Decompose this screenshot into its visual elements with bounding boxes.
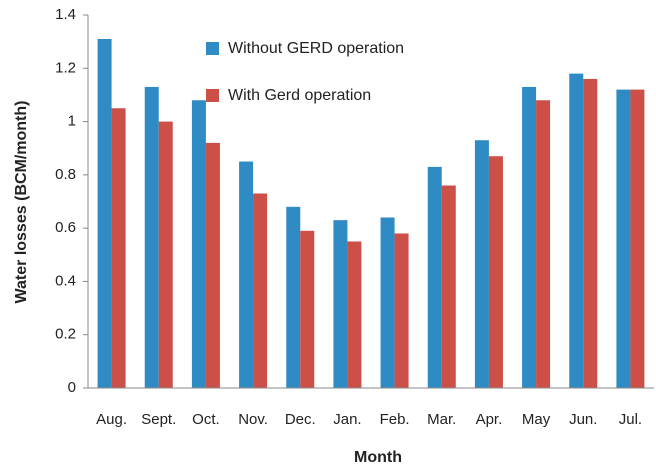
- y-tick-label: 1.2: [55, 59, 76, 76]
- x-tick-label: Sept.: [141, 411, 176, 428]
- x-axis-title: Month: [354, 449, 402, 466]
- x-tick-label: Mar.: [427, 411, 456, 428]
- bar: [239, 161, 254, 388]
- x-tick-label: Jun.: [569, 411, 597, 428]
- y-tick-label: 0.6: [55, 219, 76, 236]
- x-tick-label: Nov.: [238, 411, 268, 428]
- bar: [191, 100, 206, 388]
- x-tick-label: May: [522, 411, 551, 428]
- bar: [488, 156, 503, 388]
- bar: [616, 89, 631, 388]
- x-tick-label: Dec.: [285, 411, 316, 428]
- x-tick-label: Oct.: [192, 411, 220, 428]
- bar: [380, 217, 395, 388]
- x-tick-label: Aug.: [96, 411, 127, 428]
- legend: Without GERD operation With Gerd operati…: [206, 40, 404, 104]
- bar: [111, 108, 126, 388]
- y-tick-label: 0.2: [55, 326, 76, 343]
- x-tick-label: Feb.: [380, 411, 410, 428]
- bar: [300, 230, 315, 388]
- bar: [144, 86, 159, 388]
- bar: [427, 166, 442, 388]
- x-tick-label: Jul.: [619, 411, 642, 428]
- legend-swatch: [206, 89, 219, 102]
- bar: [286, 206, 301, 388]
- bar: [441, 185, 456, 388]
- bar: [583, 78, 598, 388]
- bar: [522, 86, 537, 388]
- bar: [536, 100, 551, 388]
- bar: [97, 38, 112, 388]
- bar: [394, 233, 409, 388]
- y-tick-label: 1: [68, 113, 76, 130]
- bar: [474, 140, 489, 388]
- y-tick-label: 0.8: [55, 166, 76, 183]
- bar: [205, 142, 220, 388]
- bar: [569, 73, 584, 388]
- bar: [158, 121, 173, 389]
- legend-swatch: [206, 42, 219, 55]
- y-tick-label: 1.4: [55, 6, 76, 23]
- bar: [333, 220, 348, 388]
- bar: [630, 89, 645, 388]
- y-tick-label: 0.4: [55, 272, 76, 289]
- y-tick-label: 0: [68, 379, 76, 396]
- bar: [347, 241, 362, 388]
- y-axis-title: Water losses (BCM/month): [13, 101, 30, 304]
- legend-label: With Gerd operation: [228, 87, 371, 104]
- x-tick-label: Jan.: [333, 411, 361, 428]
- x-tick-label: Apr.: [476, 411, 503, 428]
- legend-label: Without GERD operation: [228, 40, 404, 57]
- bar: [253, 193, 268, 388]
